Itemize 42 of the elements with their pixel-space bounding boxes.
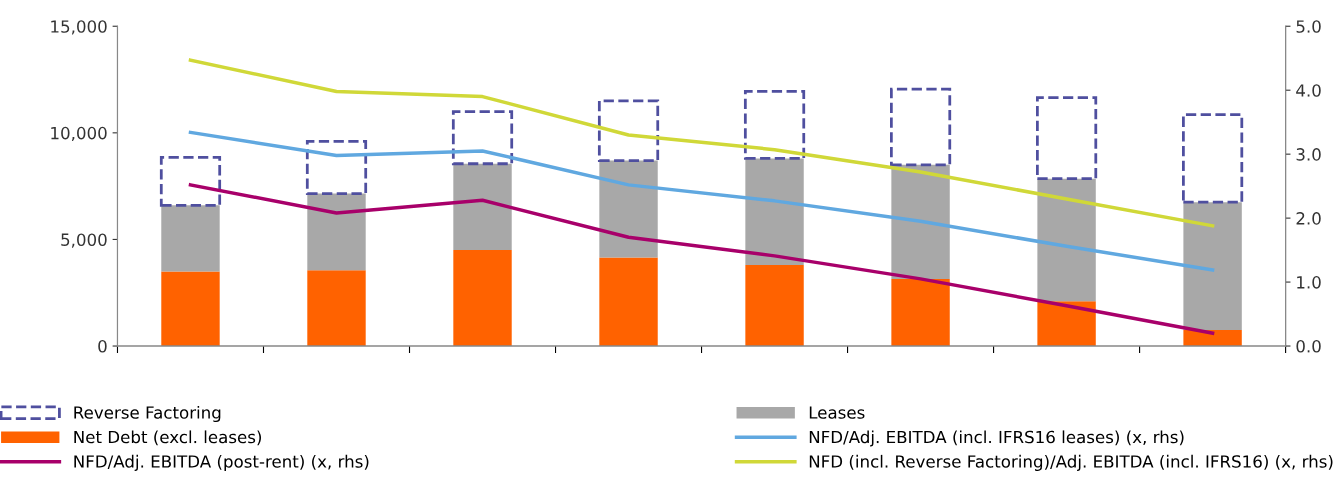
bar [891, 278, 950, 347]
legend-label: Reverse Factoring [74, 405, 221, 423]
bar [599, 160, 658, 258]
bar [453, 250, 512, 347]
bar [159, 155, 222, 207]
legend-label: Net Debt (excl. leases) [74, 430, 262, 446]
line-series [188, 130, 1215, 272]
bar [1037, 301, 1096, 347]
y-tick-label: 5,000 [61, 233, 107, 248]
y2-tick-label: 0.0 [1296, 339, 1321, 353]
bar [161, 271, 220, 347]
bar [745, 265, 804, 347]
y-tick-label: 15,000 [51, 20, 107, 35]
bar [1035, 96, 1098, 181]
bar [451, 110, 514, 166]
bar [1182, 113, 1244, 204]
bar [889, 87, 952, 167]
bar [307, 270, 366, 347]
y-tick-label: 10,000 [51, 126, 107, 142]
legend-label: NFD (incl. Reverse Factoring)/Adj. EBITDA (incl. IFRS16) (x, rhs) [809, 454, 1333, 471]
bar [745, 158, 804, 266]
bar [307, 193, 366, 271]
legend-label: NFD/Adj. EBITDA (post-rent) (x, rhs) [74, 454, 369, 471]
y-tick-label: 0 [98, 339, 107, 353]
bar [1037, 178, 1096, 302]
y2-tick-label: 2.0 [1296, 212, 1321, 225]
bar [1183, 202, 1242, 331]
bar [453, 163, 512, 251]
bar [305, 139, 368, 195]
legend-label: Leases [809, 406, 865, 419]
y2-tick-label: 4.0 [1296, 84, 1321, 97]
bar [597, 99, 660, 162]
y2-tick-label: 3.0 [1296, 148, 1321, 161]
y2-tick-label: 1.0 [1297, 276, 1321, 289]
line-series [188, 183, 1215, 335]
y2-tick-label: 5.0 [1296, 20, 1321, 33]
line-series [188, 58, 1215, 228]
bar [599, 257, 658, 347]
legend-label: NFD/Adj. EBITDA (incl. IFRS16 leases) (x, rhs) [809, 430, 1184, 447]
bar [891, 164, 950, 279]
bar [743, 89, 806, 160]
bar [161, 205, 220, 272]
